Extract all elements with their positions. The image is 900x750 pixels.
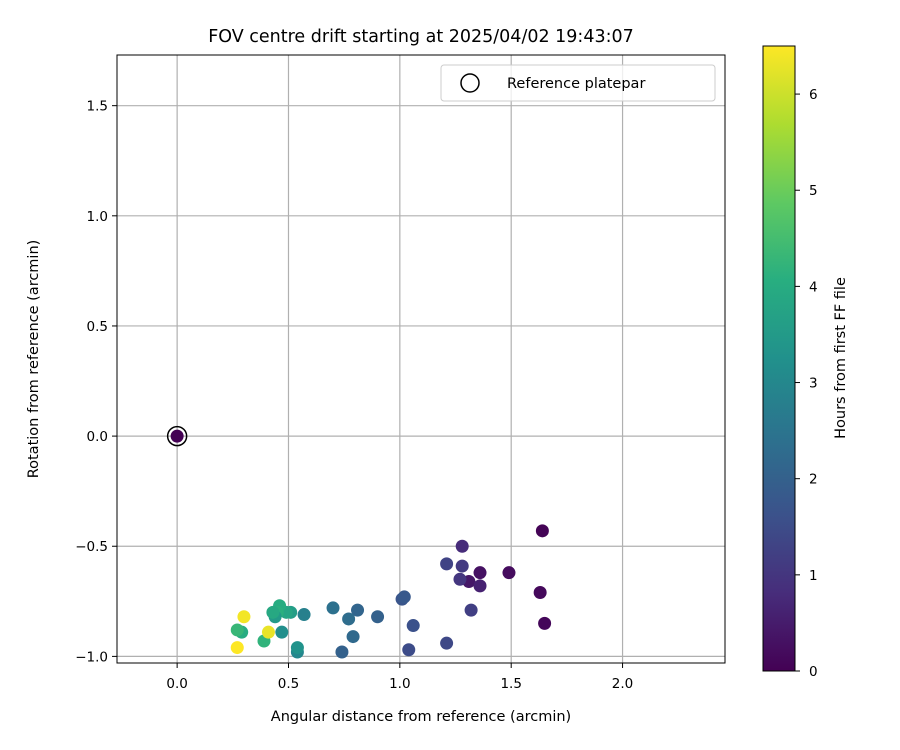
y-tick-label: 1.0 [87, 209, 108, 225]
x-axis-label: Angular distance from reference (arcmin) [271, 709, 571, 725]
colorbar-label: Hours from first FF file [833, 277, 849, 439]
data-point [440, 636, 454, 650]
data-point [455, 559, 469, 573]
data-point [261, 625, 275, 639]
y-axis-label: Rotation from reference (arcmin) [26, 240, 42, 479]
data-point [502, 566, 516, 580]
data-point [464, 603, 478, 617]
chart-title: FOV centre drift starting at 2025/04/02 … [208, 27, 634, 47]
data-point [230, 623, 244, 637]
data-point [290, 641, 304, 655]
colorbar: 0 1 2 3 4 5 6 Hours from first FF file [762, 45, 849, 680]
data-point [170, 429, 184, 443]
reference-point-marker [166, 425, 188, 447]
colorbar-tick-label: 1 [809, 568, 818, 584]
legend: Reference platepar [440, 64, 716, 102]
colorbar-tick-label: 3 [809, 376, 818, 392]
legend-entry-label: Reference platepar [507, 76, 645, 92]
x-tick-label: 0.5 [278, 676, 299, 692]
data-point [266, 605, 280, 619]
data-point [335, 645, 349, 659]
grid [117, 55, 725, 663]
colorbar-tick-label: 4 [809, 279, 818, 295]
y-tick-label: 0.0 [87, 429, 108, 445]
data-point [275, 625, 289, 639]
x-tick-label: 1.5 [500, 676, 521, 692]
x-axis-ticks: 0.0 0.5 1.0 1.5 2.0 [166, 663, 633, 692]
plot-background [117, 55, 725, 663]
y-tick-label: −1.0 [75, 649, 108, 665]
data-point [402, 643, 416, 657]
y-axis-ticks: −1.0 −0.5 0.0 0.5 1.0 1.5 [75, 99, 117, 665]
y-tick-label: 1.5 [87, 99, 108, 115]
data-point [371, 610, 385, 624]
colorbar-tick-label: 6 [809, 87, 818, 103]
data-point [297, 608, 311, 622]
legend-box [440, 64, 716, 102]
x-tick-label: 1.0 [389, 676, 410, 692]
data-point [351, 603, 365, 617]
data-point [535, 524, 549, 538]
reference-marker [166, 425, 188, 447]
data-point [346, 630, 360, 644]
data-point [538, 616, 552, 630]
colorbar-ticks: 0 1 2 3 4 5 6 [795, 87, 818, 680]
colorbar-tick-label: 5 [809, 183, 818, 199]
data-point [453, 572, 467, 586]
data-point [326, 601, 340, 615]
data-point [473, 579, 487, 593]
data-point [342, 612, 356, 626]
x-tick-label: 0.0 [166, 676, 187, 692]
y-tick-label: 0.5 [87, 319, 108, 335]
y-tick-label: −0.5 [75, 539, 108, 555]
data-point [473, 566, 487, 580]
data-point [406, 619, 420, 633]
x-tick-label: 2.0 [612, 676, 633, 692]
legend-marker [460, 73, 480, 93]
data-point [237, 610, 251, 624]
data-points [170, 429, 552, 659]
data-point [397, 590, 411, 604]
colorbar-gradient [762, 45, 796, 672]
data-point [455, 539, 469, 553]
data-point [533, 586, 547, 600]
plot-frame [116, 54, 726, 664]
colorbar-tick-label: 0 [809, 664, 818, 680]
data-point [230, 641, 244, 655]
colorbar-tick-label: 2 [809, 472, 818, 488]
data-point [440, 557, 454, 571]
